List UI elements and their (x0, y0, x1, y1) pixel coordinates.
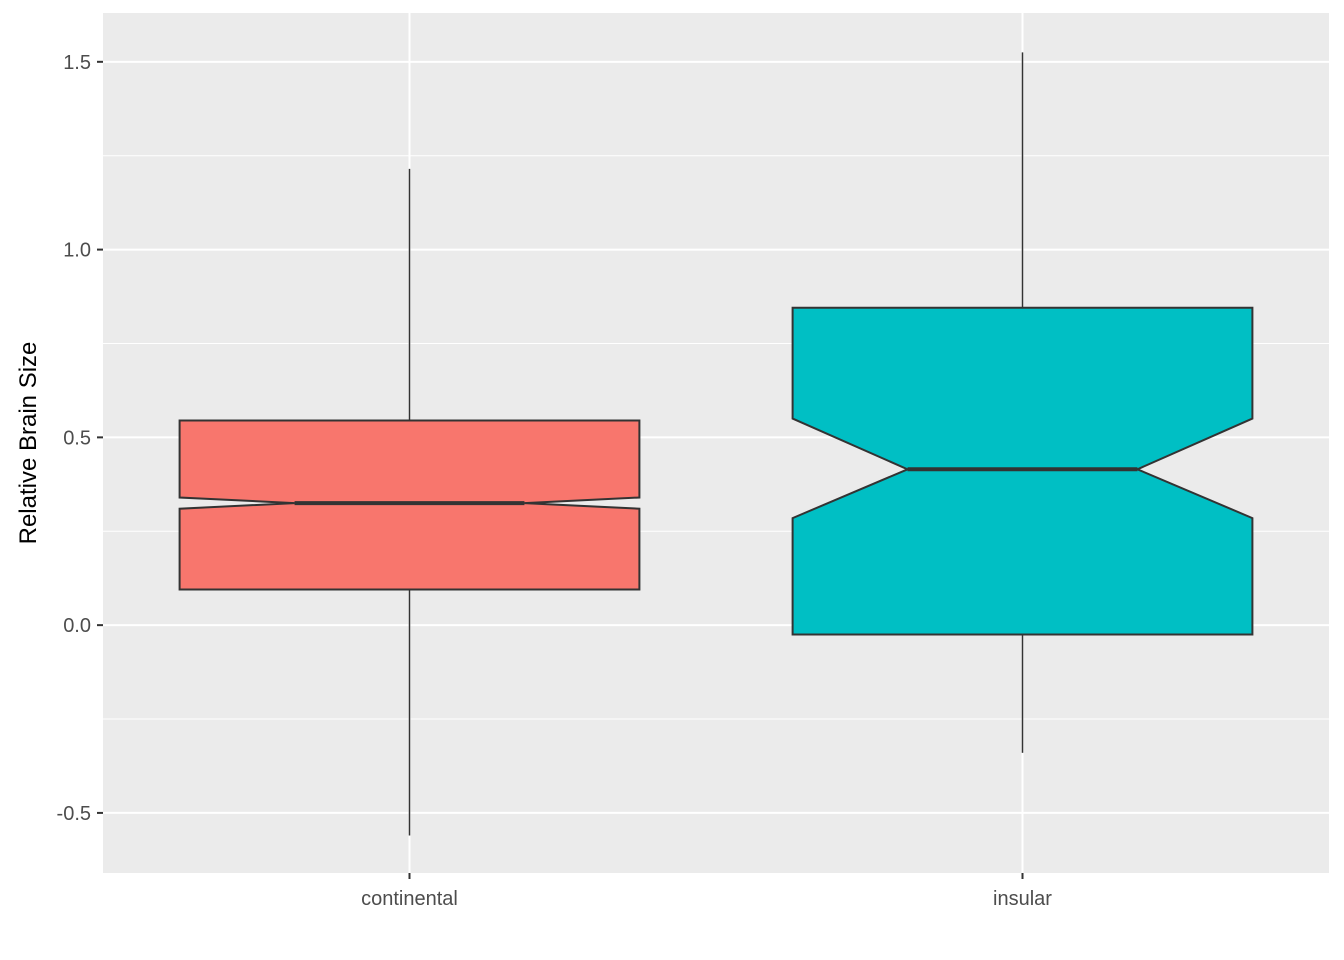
y-tick-label: -0.5 (57, 803, 91, 825)
boxes-layer (178, 52, 1254, 836)
x-axis: continental insular (361, 873, 1052, 910)
y-axis-title: Relative Brain Size (15, 342, 42, 545)
x-tick-label: insular (993, 888, 1052, 910)
y-tick-label: 0.5 (63, 427, 91, 449)
x-tick-label: continental (361, 888, 458, 910)
box-continental (178, 168, 641, 836)
y-tick-label: 1.0 (63, 240, 91, 262)
y-tick-label: 1.5 (63, 52, 91, 74)
y-axis: -0.5 0.0 0.5 1.0 1.5 (57, 52, 103, 825)
y-tick-label: 0.0 (63, 615, 91, 637)
box-insular (791, 52, 1254, 753)
